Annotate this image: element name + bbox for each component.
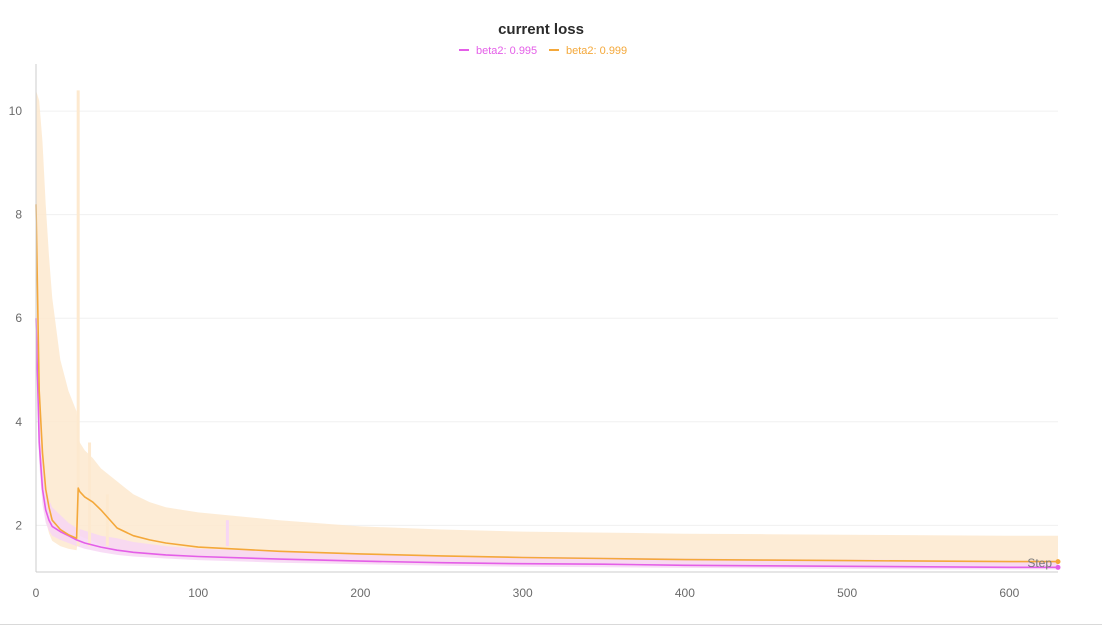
legend-item[interactable]: beta2: 0.995 [459,45,537,57]
end-markers [1055,559,1061,570]
series-lines [35,204,1058,569]
spikes [76,90,229,547]
confidence-bands [36,90,1058,570]
legend-label: beta2: 0.995 [476,45,537,57]
x-axis-label: Step [1027,556,1052,570]
y-tick-label: 6 [15,311,22,325]
confidence-band [36,90,1058,566]
x-tick-label: 400 [675,586,695,600]
series-line[interactable] [35,204,1058,563]
series-end-marker [1055,564,1061,570]
grid-lines [36,110,1058,526]
legend-label: beta2: 0.999 [566,45,627,57]
legend: beta2: 0.995 beta2: 0.999 [459,45,627,57]
y-tick-label: 2 [15,518,22,532]
chart-title: current loss [498,21,584,38]
x-tick-label: 100 [188,586,208,600]
x-tick-label: 600 [999,586,1019,600]
x-axis-ticks: 0 100 200 300 400 500 600 [33,586,1020,600]
x-tick-label: 0 [33,586,40,600]
y-tick-label: 4 [15,415,22,429]
x-tick-label: 500 [837,586,857,600]
y-axis-ticks: 2 4 6 8 10 [9,104,23,532]
series-end-marker [1055,559,1061,565]
x-tick-label: 200 [350,586,370,600]
bottom-divider [0,624,1102,625]
legend-item[interactable]: beta2: 0.999 [549,45,627,57]
axes [35,64,1058,573]
series-line[interactable] [35,318,1058,569]
y-tick-label: 10 [9,104,23,118]
y-tick-label: 8 [15,208,22,222]
x-tick-label: 300 [513,586,533,600]
